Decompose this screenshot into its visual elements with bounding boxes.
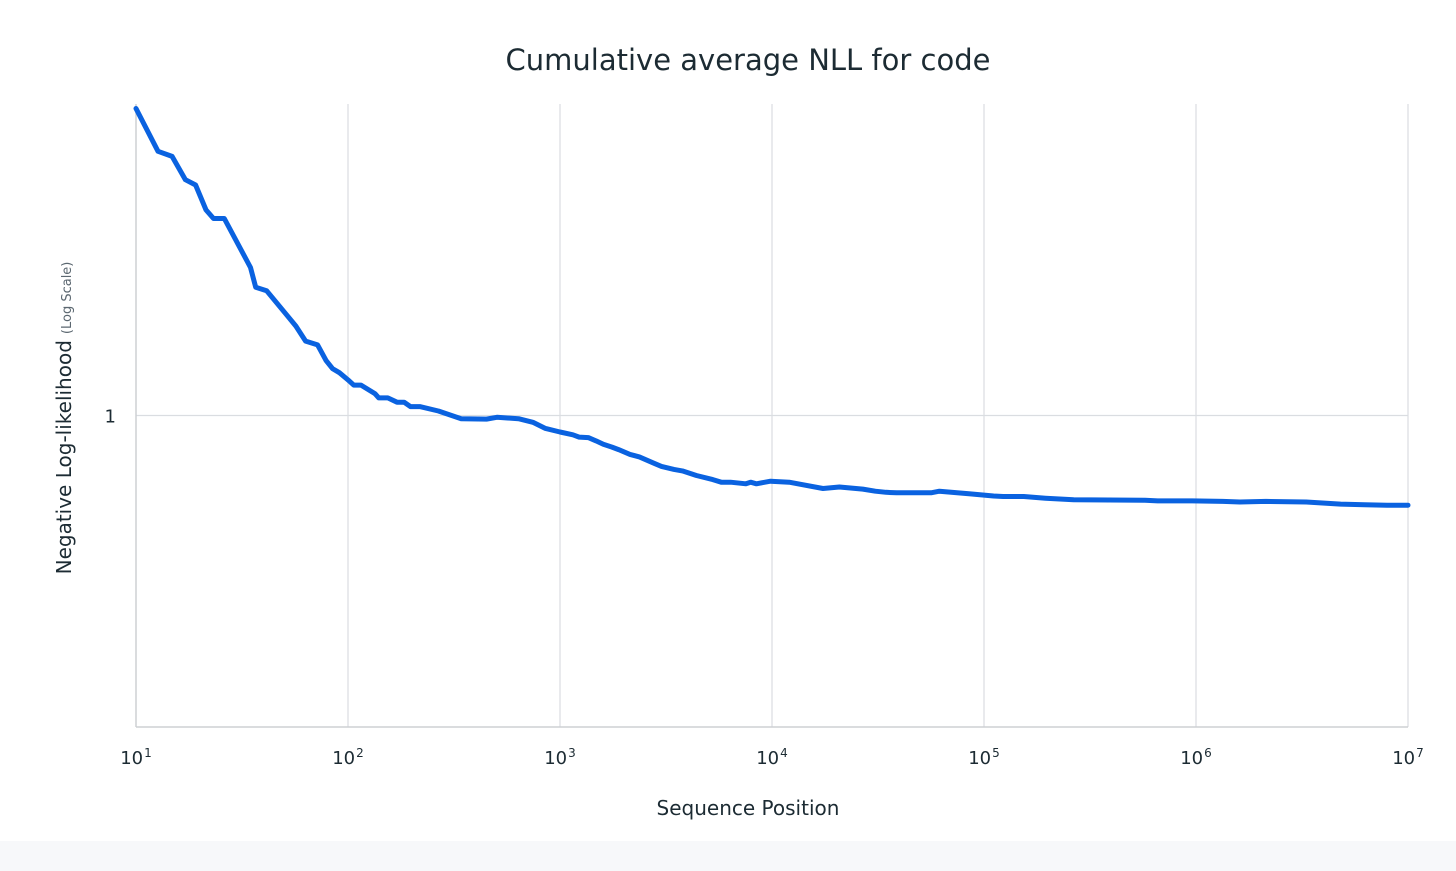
x-tick-base: 10 [544,748,567,769]
x-tick-exponent: 5 [992,746,1000,760]
y-axis-label: Negative Log-likelihood (Log Scale) [52,262,76,575]
x-tick-base: 10 [120,748,143,769]
x-tick-label: 105 [968,746,1000,769]
x-axis-label: Sequence Position [657,796,840,820]
x-tick-label: 101 [120,746,152,769]
x-tick-base: 10 [968,748,991,769]
x-tick-base: 10 [1180,748,1203,769]
bottom-band [0,841,1456,871]
axes [135,104,1408,728]
x-tick-exponent: 4 [780,746,788,760]
x-tick-label: 103 [544,746,576,769]
y-tick-label: 1 [105,407,116,428]
x-tick-label: 106 [1180,746,1212,769]
x-tick-label: 107 [1392,746,1424,769]
x-tick-label: 104 [756,746,788,769]
x-tick-exponent: 2 [356,746,364,760]
gridlines [136,104,1409,727]
x-tick-exponent: 3 [568,746,576,760]
x-tick-exponent: 6 [1204,746,1212,760]
x-tick-base: 10 [756,748,779,769]
x-tick-exponent: 1 [144,746,152,760]
x-tick-labels: 101 102 103 104 105 106 107 [120,746,1424,769]
nll-series-line [133,106,1411,508]
y-axis-label-note: (Log Scale) [60,262,75,334]
series-group [133,106,1411,508]
x-tick-label: 102 [332,746,364,769]
x-tick-base: 10 [332,748,355,769]
x-tick-exponent: 7 [1416,746,1424,760]
chart-title: Cumulative average NLL for code [506,43,991,77]
y-tick-labels: 1 [105,407,116,428]
y-axis-label-main: Negative Log-likelihood [52,340,76,574]
x-tick-base: 10 [1392,748,1415,769]
